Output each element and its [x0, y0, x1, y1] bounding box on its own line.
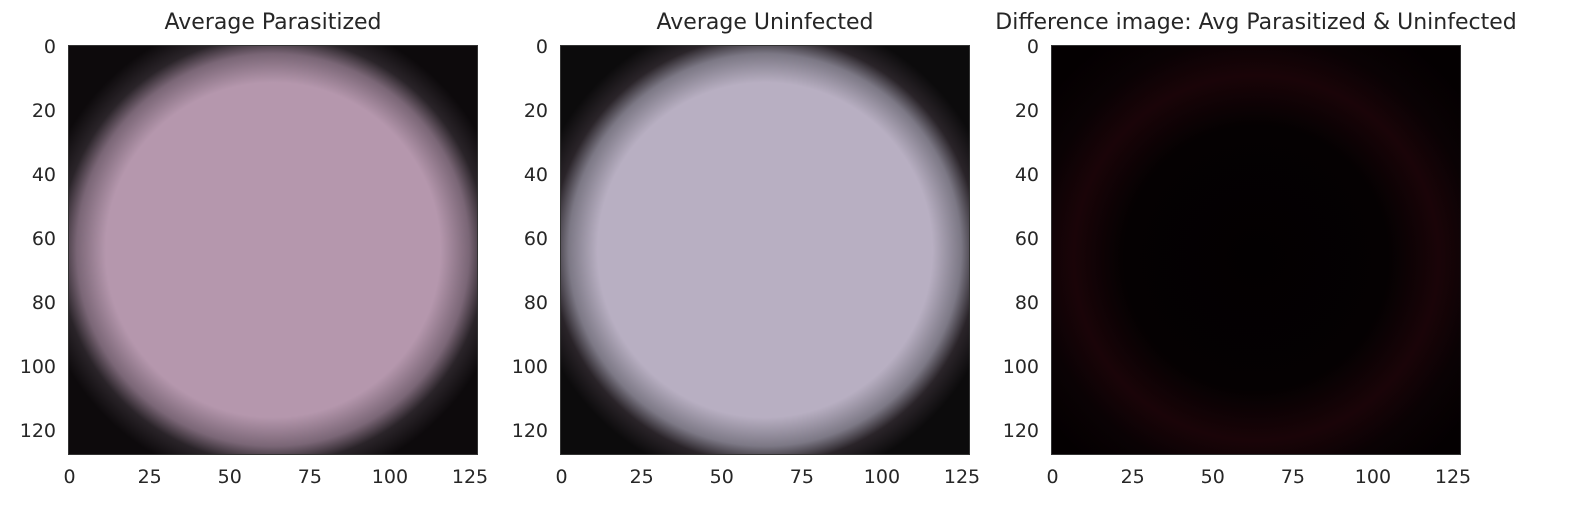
- y-tick-label: 120: [511, 419, 548, 442]
- panel-title: Average Parasitized: [164, 10, 382, 35]
- y-tick-label: 120: [19, 419, 56, 442]
- image-area: [1051, 45, 1461, 455]
- y-tick-label: 80: [1014, 291, 1039, 314]
- x-tick-label: 0: [555, 466, 568, 488]
- x-tick-label: 100: [1354, 466, 1392, 488]
- panel-title: Difference image: Avg Parasitized & Unin…: [995, 10, 1517, 35]
- y-tick-label: 60: [1014, 227, 1039, 250]
- image-area: [68, 45, 478, 455]
- x-tick-label: 25: [137, 466, 162, 488]
- x-tick-label: 75: [1280, 466, 1305, 488]
- y-tick-label: 0: [43, 35, 56, 58]
- y-tick-label: 80: [31, 291, 56, 314]
- x-tick-label: 125: [1434, 466, 1472, 488]
- y-tick-label: 20: [523, 99, 548, 122]
- x-tick-label: 125: [451, 466, 489, 488]
- y-tick-label: 20: [1014, 99, 1039, 122]
- x-tick-label: 100: [371, 466, 409, 488]
- x-tick-label: 125: [943, 466, 981, 488]
- x-tick-label: 75: [789, 466, 814, 488]
- x-tick-label: 0: [1046, 466, 1059, 488]
- y-tick-label: 100: [1002, 355, 1039, 378]
- y-tick-label: 100: [511, 355, 548, 378]
- y-tick-label: 120: [1002, 419, 1039, 442]
- y-tick-label: 60: [31, 227, 56, 250]
- x-tick-label: 0: [63, 466, 76, 488]
- y-tick-label: 40: [31, 163, 56, 186]
- x-tick-label: 25: [1120, 466, 1145, 488]
- y-tick-label: 0: [535, 35, 548, 58]
- y-tick-label: 20: [31, 99, 56, 122]
- y-tick-label: 0: [1026, 35, 1039, 58]
- x-tick-label: 25: [629, 466, 654, 488]
- y-tick-label: 60: [523, 227, 548, 250]
- y-tick-label: 100: [19, 355, 56, 378]
- x-tick-label: 50: [1200, 466, 1225, 488]
- y-tick-label: 40: [523, 163, 548, 186]
- x-tick-label: 50: [709, 466, 734, 488]
- panel-title: Average Uninfected: [656, 10, 874, 35]
- image-area: [560, 45, 970, 455]
- y-tick-label: 80: [523, 291, 548, 314]
- x-tick-label: 75: [297, 466, 322, 488]
- y-tick-label: 40: [1014, 163, 1039, 186]
- x-tick-label: 50: [217, 466, 242, 488]
- x-tick-label: 100: [863, 466, 901, 488]
